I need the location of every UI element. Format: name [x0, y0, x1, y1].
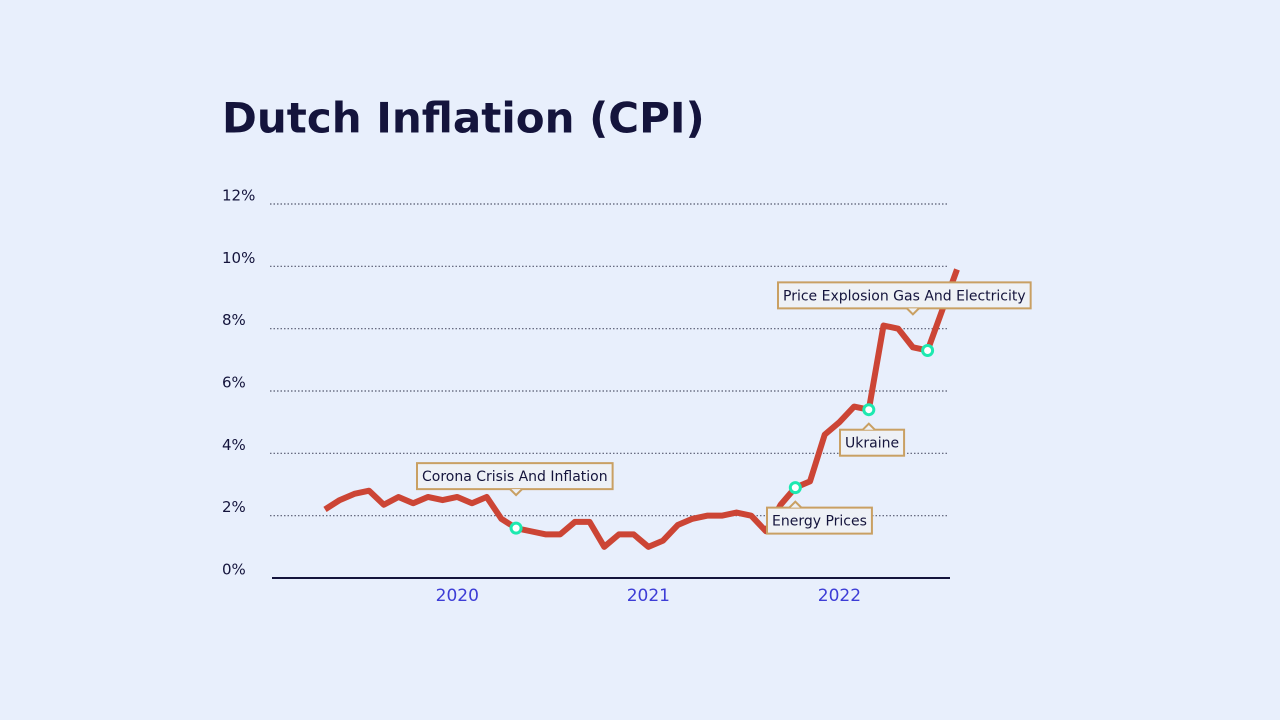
- x-tick-label: 2022: [818, 586, 861, 606]
- annotation-text: Price Explosion Gas And Electricity: [783, 288, 1026, 304]
- annotation-box: [777, 281, 1032, 310]
- point-marker: [509, 521, 523, 535]
- annotation-text: Corona Crisis And Inflation: [422, 469, 608, 485]
- annotation-box: [416, 462, 614, 491]
- point-marker: [921, 343, 935, 357]
- y-tick-label: 6%: [222, 374, 246, 392]
- annotation-text: Ukraine: [845, 436, 899, 452]
- line: [323, 268, 960, 550]
- x-tick-label: 2020: [436, 586, 479, 606]
- annotation-text: Energy Prices: [772, 514, 867, 530]
- annotation: Ukraine: [839, 422, 906, 457]
- annotation-pointer: [862, 422, 876, 431]
- y-tick-label: 8%: [222, 311, 246, 329]
- x-tick-label: 2021: [627, 586, 670, 606]
- y-tick-label: 2%: [222, 498, 246, 516]
- annotation-pointer: [509, 488, 523, 497]
- chart-title: Dutch Inflation (CPI): [222, 94, 705, 143]
- y-tick-label: 10%: [222, 249, 255, 267]
- y-tick-label: 0%: [222, 561, 246, 579]
- y-tick-label: 4%: [222, 436, 246, 454]
- annotation: Corona Crisis And Inflation: [416, 462, 614, 497]
- y-tick-label: 12%: [222, 187, 255, 205]
- annotation: Energy Prices: [766, 500, 873, 535]
- annotation: Price Explosion Gas And Electricity: [777, 281, 1032, 316]
- annotation-box: [766, 506, 873, 535]
- point-marker: [788, 481, 802, 495]
- annotation-pointer: [906, 307, 920, 316]
- point-marker: [862, 403, 876, 417]
- annotation-pointer: [788, 500, 803, 509]
